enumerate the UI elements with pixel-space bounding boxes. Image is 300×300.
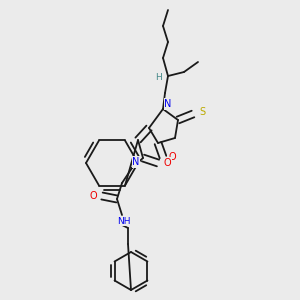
Text: NH: NH <box>117 217 131 226</box>
Text: S: S <box>199 107 205 117</box>
Text: H: H <box>154 74 161 82</box>
Text: N: N <box>132 157 140 167</box>
Text: O: O <box>168 152 176 162</box>
Text: N: N <box>164 99 172 109</box>
Text: O: O <box>89 191 97 201</box>
Text: O: O <box>163 158 171 168</box>
